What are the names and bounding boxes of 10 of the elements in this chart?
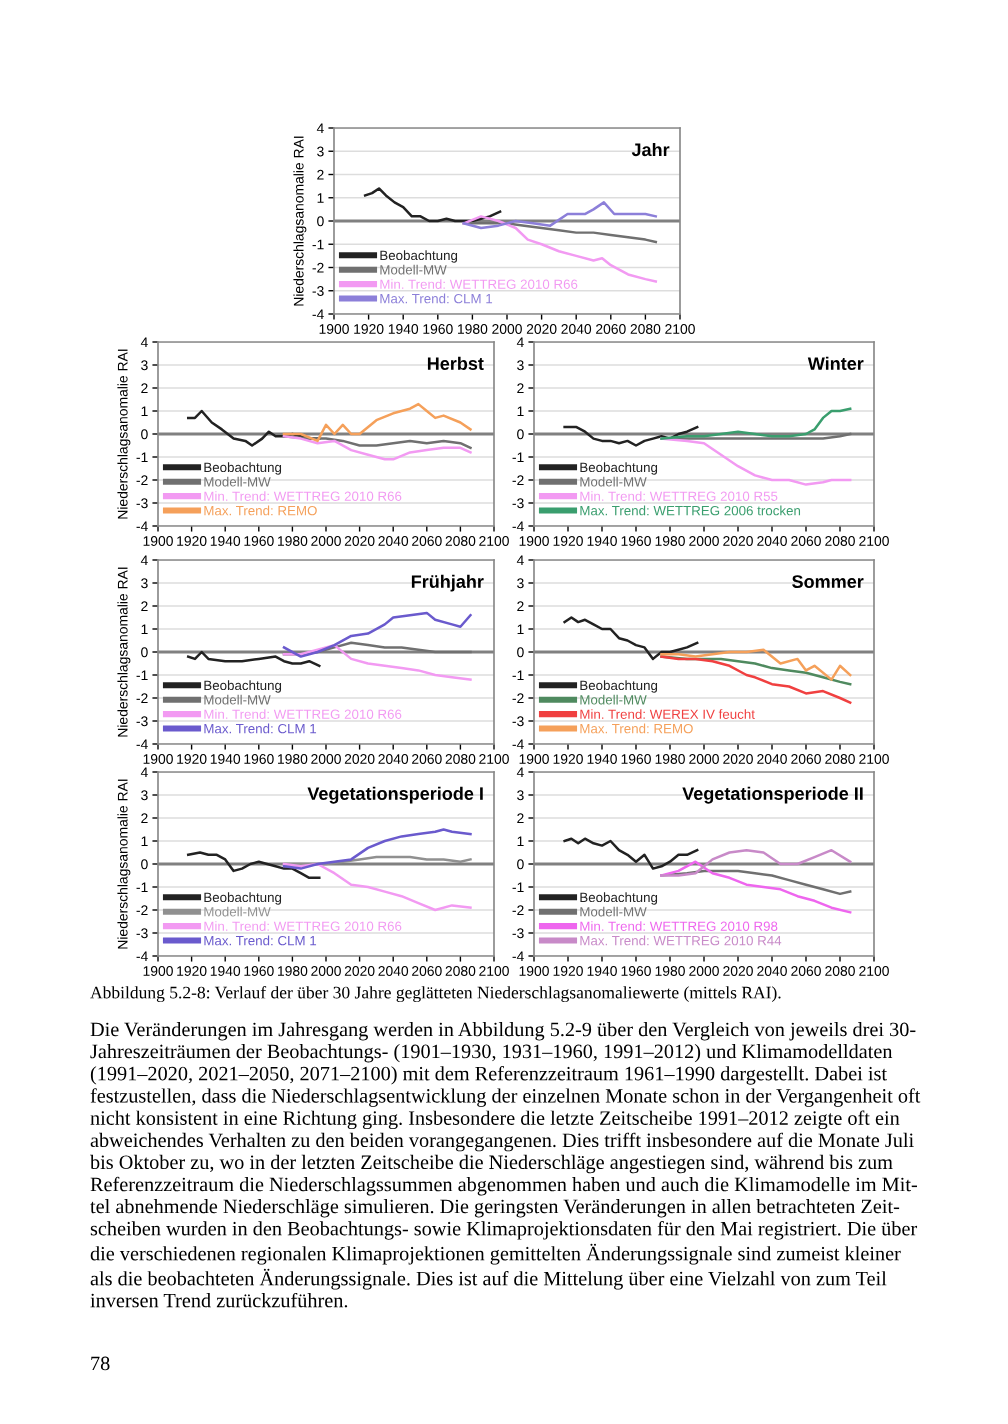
- text: Vegetationsperiode II: [682, 786, 863, 804]
- text: Winter: [807, 356, 864, 370]
- text: Abbildung 5.2-8: Verlauf der über 30 Jahre geglätteten Niederschlagsanomaliewerte (mittels RAI).: [90, 986, 781, 1003]
- text: Sommer: [792, 575, 864, 588]
- text: Jahr: [631, 142, 670, 157]
- text: Die Veränderungen im Jahresgang werden in Abbildung 5.2-9 über den Vergleich von jeweils drei 30- Jahreszeiträumen der Beobachtungs- (1901–1930, 1931–1960, 1991–2012) und Klimamodelldaten (1991–2020, 2021–2050, 2071–2100) mit dem Referenzzeitraum 1961–1990 dargestellt. Dabei ist festzustellen, dass die Niederschlagsentwicklung der einzelnen Monate schon in der Vergangenheit oft nicht konsistent in eine Richtung ging. Insbesondere die letzte Zeitscheibe 1991–2012 zeigte oft ein abweichendes Verhalten zu den beiden vorangegangenen. Dies trifft insbesondere auf die Monate Juli bis Oktober zu, wo in der letzten Zeitscheibe die Niederschläge angestiegen sind, während bis zum Referenzzeitraum die Niederschlagssummen abgenommen haben und auch die Klimamodelle im Mit- tel abnehmende Niederschläge simulieren. Die geringsten Veränderungen in allen betrachteten Zeit- scheiben wurden in den Beobachtungs- sowie Klimaprojektionsdaten für den Mai registriert. Die über die verschiedenen regionalen Klimaprojektionen gemittelten Änderungssignale sind zumeist kleiner als die beobachteten Änderungssignale. Dies ist auf die Mittelung über eine Vielzahl von zum Teil inversen Trend zurückzuführen.: [90, 1022, 921, 1308]
- text: 78: [91, 1356, 110, 1371]
- text: Frühjahr: [411, 574, 484, 592]
- text: Vegetationsperiode I: [307, 786, 483, 804]
- text: Herbst: [427, 356, 484, 370]
